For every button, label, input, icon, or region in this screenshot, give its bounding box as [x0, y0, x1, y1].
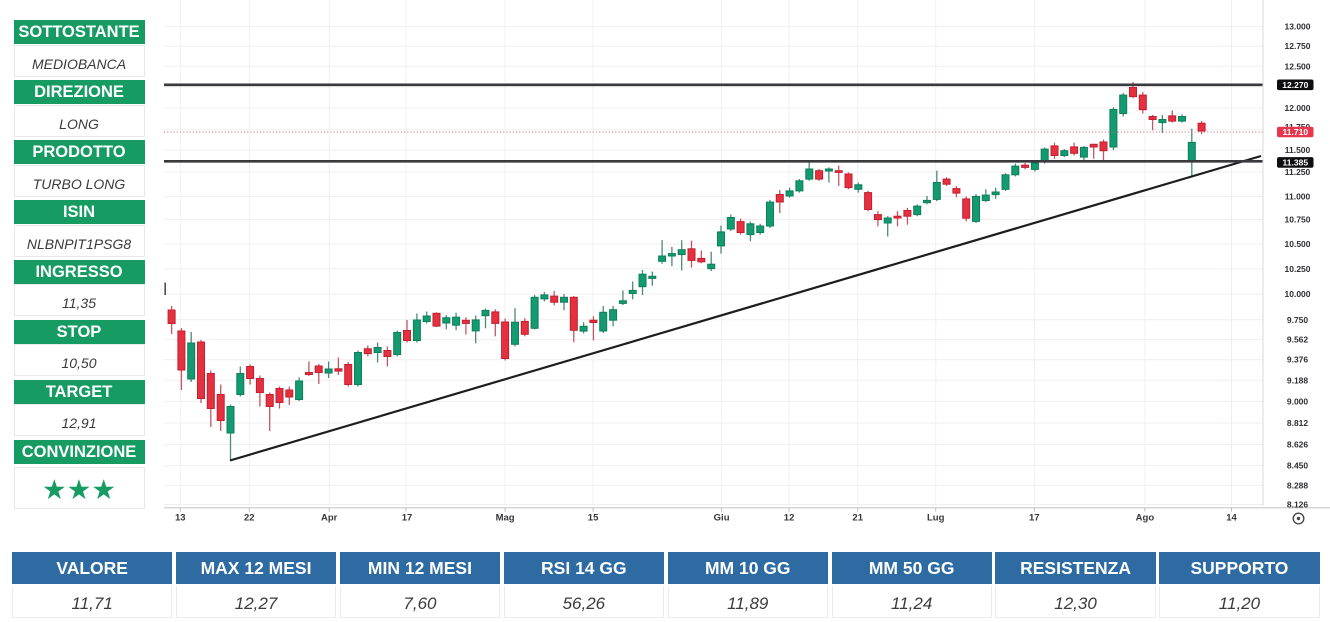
- svg-text:10.250: 10.250: [1285, 264, 1311, 274]
- svg-text:12: 12: [784, 513, 795, 524]
- svg-text:9.376: 9.376: [1287, 355, 1309, 365]
- svg-text:15: 15: [588, 513, 599, 524]
- svg-text:8.812: 8.812: [1287, 418, 1309, 428]
- svg-text:11.385: 11.385: [1283, 157, 1309, 167]
- svg-text:10.000: 10.000: [1285, 289, 1311, 299]
- svg-text:13.000: 13.000: [1285, 21, 1311, 31]
- svg-text:9.000: 9.000: [1287, 396, 1309, 406]
- svg-text:11.710: 11.710: [1283, 127, 1309, 137]
- svg-text:9.750: 9.750: [1287, 315, 1309, 325]
- svg-text:8.626: 8.626: [1287, 440, 1309, 450]
- svg-text:12.270: 12.270: [1282, 80, 1308, 90]
- svg-text:22: 22: [244, 513, 255, 524]
- svg-text:17: 17: [402, 513, 413, 524]
- svg-text:9.188: 9.188: [1287, 375, 1309, 385]
- svg-text:8.126: 8.126: [1287, 500, 1309, 510]
- svg-text:10.500: 10.500: [1285, 239, 1311, 249]
- svg-text:12.750: 12.750: [1285, 41, 1311, 51]
- svg-text:17: 17: [1029, 513, 1040, 524]
- svg-text:11.500: 11.500: [1285, 145, 1311, 155]
- svg-text:Giu: Giu: [714, 513, 730, 524]
- svg-text:10.750: 10.750: [1285, 215, 1311, 225]
- svg-text:Mag: Mag: [496, 513, 515, 524]
- svg-text:12.000: 12.000: [1285, 103, 1311, 113]
- svg-text:11.250: 11.250: [1285, 167, 1311, 177]
- svg-text:14: 14: [1226, 513, 1237, 524]
- svg-text:8.288: 8.288: [1287, 480, 1309, 490]
- svg-text:8.450: 8.450: [1287, 461, 1309, 471]
- svg-text:Apr: Apr: [321, 513, 338, 524]
- svg-text:13: 13: [175, 513, 186, 524]
- svg-text:12.500: 12.500: [1285, 61, 1311, 71]
- svg-text:Lug: Lug: [927, 513, 945, 524]
- svg-text:9.562: 9.562: [1287, 335, 1309, 345]
- svg-text:21: 21: [852, 513, 863, 524]
- svg-text:Ago: Ago: [1136, 513, 1155, 524]
- svg-text:11.000: 11.000: [1285, 192, 1311, 202]
